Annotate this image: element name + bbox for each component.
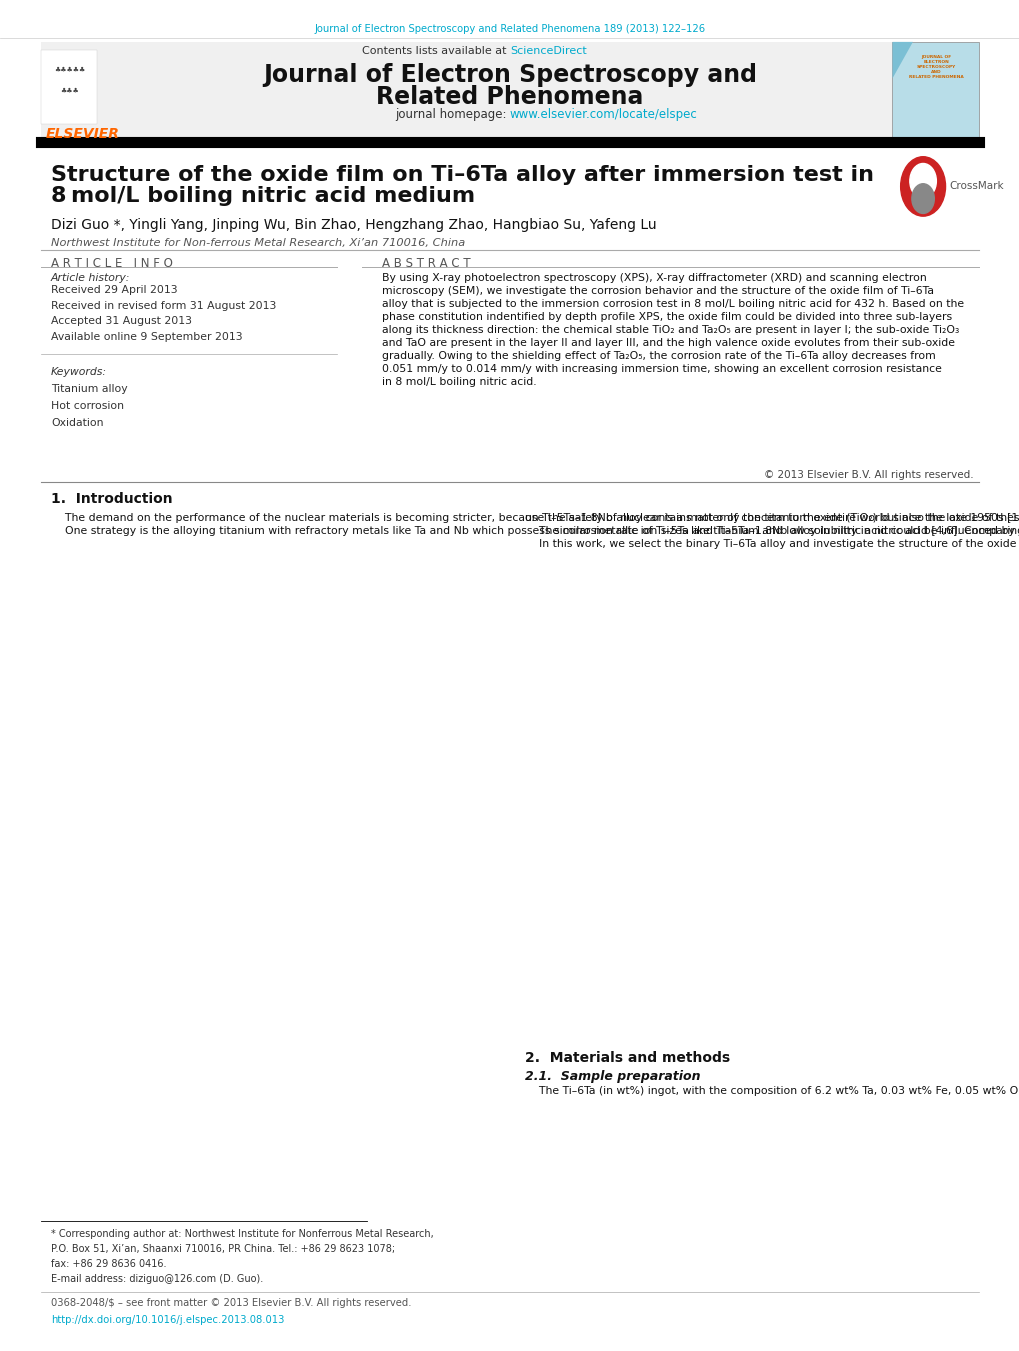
Text: ScienceDirect: ScienceDirect: [510, 46, 586, 55]
Text: Accepted 31 August 2013: Accepted 31 August 2013: [51, 316, 192, 326]
Text: P.O. Box 51, Xi’an, Shaanxi 710016, PR China. Tel.: +86 29 8623 1078;: P.O. Box 51, Xi’an, Shaanxi 710016, PR C…: [51, 1244, 394, 1254]
Text: 8 mol/L boiling nitric acid medium: 8 mol/L boiling nitric acid medium: [51, 186, 475, 207]
Text: Received 29 April 2013: Received 29 April 2013: [51, 285, 177, 295]
Text: The demand on the performance of the nuclear materials is becoming stricter, bec: The demand on the performance of the nuc…: [51, 513, 1019, 536]
Text: fax: +86 29 8636 0416.: fax: +86 29 8636 0416.: [51, 1259, 166, 1269]
Text: www.elsevier.com/locate/elspec: www.elsevier.com/locate/elspec: [510, 108, 697, 122]
Text: Dizi Guo *, Yingli Yang, Jinping Wu, Bin Zhao, Hengzhang Zhao, Hangbiao Su, Yafe: Dizi Guo *, Yingli Yang, Jinping Wu, Bin…: [51, 218, 656, 231]
Text: 2.  Materials and methods: 2. Materials and methods: [525, 1051, 730, 1065]
Text: E-mail address: diziguo@126.com (D. Guo).: E-mail address: diziguo@126.com (D. Guo)…: [51, 1274, 263, 1283]
Text: Northwest Institute for Non-ferrous Metal Research, Xi’an 710016, China: Northwest Institute for Non-ferrous Meta…: [51, 238, 465, 247]
Text: Hot corrosion: Hot corrosion: [51, 401, 124, 411]
Text: journal homepage:: journal homepage:: [394, 108, 510, 122]
Text: Journal of Electron Spectroscopy and Related Phenomena 189 (2013) 122–126: Journal of Electron Spectroscopy and Rel…: [314, 24, 705, 34]
Circle shape: [911, 184, 933, 213]
Circle shape: [900, 157, 945, 216]
Text: Titanium alloy: Titanium alloy: [51, 384, 127, 394]
Text: Journal of Electron Spectroscopy and: Journal of Electron Spectroscopy and: [263, 63, 756, 88]
Text: Contents lists available at: Contents lists available at: [362, 46, 510, 55]
Bar: [41, 50, 97, 124]
Text: ♣♣♣♣♣: ♣♣♣♣♣: [54, 68, 85, 73]
Text: A R T I C L E   I N F O: A R T I C L E I N F O: [51, 257, 172, 270]
Text: The Ti–6Ta (in wt%) ingot, with the composition of 6.2 wt% Ta, 0.03 wt% Fe, 0.05: The Ti–6Ta (in wt%) ingot, with the comp…: [525, 1086, 1019, 1096]
Polygon shape: [892, 42, 912, 78]
Text: 2.1.  Sample preparation: 2.1. Sample preparation: [525, 1070, 700, 1084]
Text: CrossMark: CrossMark: [949, 181, 1004, 192]
Text: © 2013 Elsevier B.V. All rights reserved.: © 2013 Elsevier B.V. All rights reserved…: [763, 470, 973, 480]
Text: Available online 9 September 2013: Available online 9 September 2013: [51, 331, 243, 342]
Text: By using X-ray photoelectron spectroscopy (XPS), X-ray diffractometer (XRD) and : By using X-ray photoelectron spectroscop…: [382, 273, 964, 388]
Text: A B S T R A C T: A B S T R A C T: [382, 257, 471, 270]
Text: * Corresponding author at: Northwest Institute for Nonferrous Metal Research,: * Corresponding author at: Northwest Ins…: [51, 1229, 433, 1239]
Text: JOURNAL OF
ELECTRON
SPECTROSCOPY
AND
RELATED PHENOMENA: JOURNAL OF ELECTRON SPECTROSCOPY AND REL…: [908, 55, 963, 78]
Text: Article history:: Article history:: [51, 273, 130, 282]
Text: Received in revised form 31 August 2013: Received in revised form 31 August 2013: [51, 300, 276, 311]
Bar: [892, 42, 978, 141]
Text: ELSEVIER: ELSEVIER: [46, 127, 119, 141]
Text: on Ti–5Ta–1.8Nb alloy contains not only the titanium oxide (TiO₂) but also the o: on Ti–5Ta–1.8Nb alloy contains not only …: [525, 513, 1019, 550]
Text: Keywords:: Keywords:: [51, 367, 107, 377]
Text: 0368-2048/$ – see front matter © 2013 Elsevier B.V. All rights reserved.: 0368-2048/$ – see front matter © 2013 El…: [51, 1298, 411, 1308]
Text: Oxidation: Oxidation: [51, 417, 103, 428]
Text: ♣♣♣: ♣♣♣: [60, 88, 78, 93]
Circle shape: [909, 163, 935, 199]
Text: 1.  Introduction: 1. Introduction: [51, 492, 172, 505]
Text: Related Phenomena: Related Phenomena: [376, 85, 643, 109]
Text: http://dx.doi.org/10.1016/j.elspec.2013.08.013: http://dx.doi.org/10.1016/j.elspec.2013.…: [51, 1315, 284, 1324]
Bar: [41, 42, 892, 141]
Text: Structure of the oxide film on Ti–6Ta alloy after immersion test in: Structure of the oxide film on Ti–6Ta al…: [51, 165, 873, 185]
